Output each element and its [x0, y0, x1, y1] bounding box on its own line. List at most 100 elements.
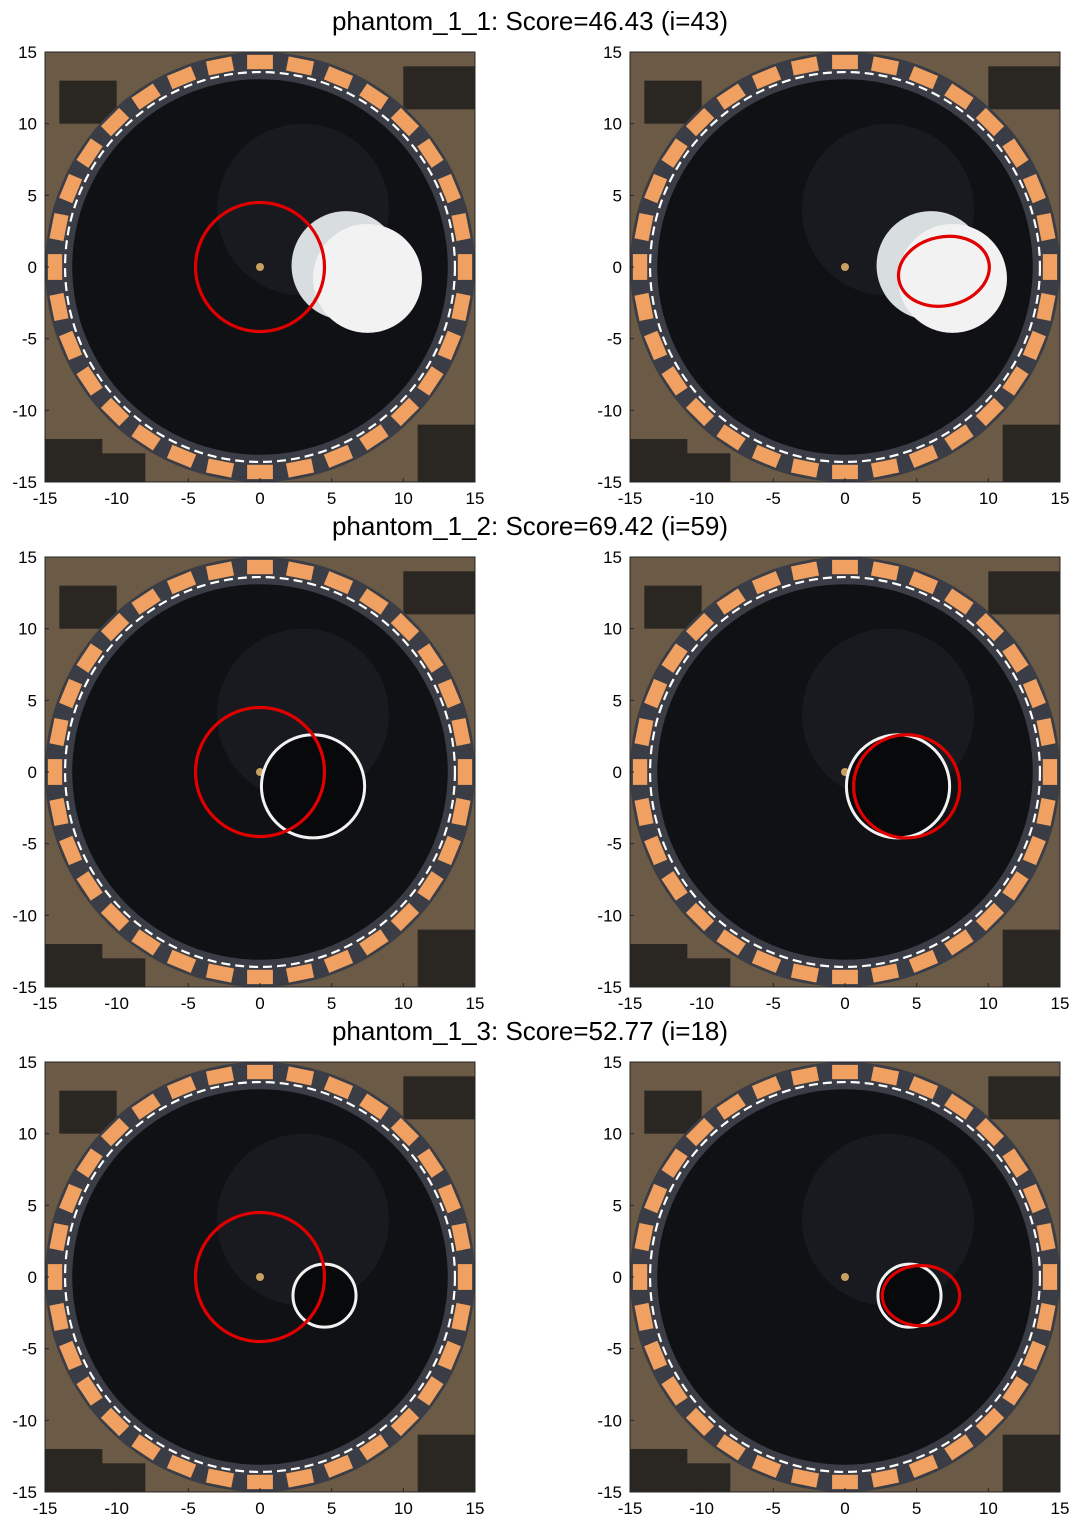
- y-tick-label: 0: [28, 258, 37, 277]
- x-tick-label: -5: [181, 1499, 196, 1518]
- equipment-block: [988, 571, 1060, 614]
- x-tick-label: 15: [466, 1499, 485, 1518]
- panel-r3-right: [630, 1062, 1060, 1492]
- x-tick-label: 0: [840, 994, 849, 1013]
- y-tick-label: -10: [12, 906, 37, 925]
- y-tick-label: 5: [613, 1196, 622, 1215]
- x-tick-label: -5: [766, 994, 781, 1013]
- equipment-block: [1003, 425, 1060, 482]
- x-tick-label: 0: [840, 1499, 849, 1518]
- y-tick-label: -15: [597, 978, 622, 997]
- electrode-pad: [832, 1065, 858, 1079]
- x-tick-label: 0: [255, 994, 264, 1013]
- electrode-pad: [458, 1264, 472, 1290]
- panel-r2-right: [630, 557, 1060, 987]
- x-tick-label: -10: [689, 1499, 714, 1518]
- panel-r2-left: [45, 557, 475, 987]
- y-tick-label: -10: [12, 401, 37, 420]
- x-tick-label: -10: [104, 1499, 129, 1518]
- target-ring: [846, 735, 949, 838]
- electrode-pad: [1043, 1264, 1057, 1290]
- y-tick-label: 5: [613, 186, 622, 205]
- x-tick-label: -5: [181, 489, 196, 508]
- x-tick-label: 5: [912, 489, 921, 508]
- x-tick-label: 10: [979, 1499, 998, 1518]
- y-tick-label: -15: [12, 978, 37, 997]
- y-tick-label: -15: [12, 473, 37, 492]
- electrode-pad: [247, 1475, 273, 1489]
- x-tick-label: 15: [1051, 489, 1070, 508]
- equipment-block: [1003, 930, 1060, 987]
- x-tick-label: -10: [104, 994, 129, 1013]
- x-tick-label: -10: [104, 489, 129, 508]
- equipment-block: [403, 571, 475, 614]
- equipment-block: [988, 1076, 1060, 1119]
- y-tick-label: 10: [18, 115, 37, 134]
- x-tick-label: 15: [466, 489, 485, 508]
- y-tick-label: -15: [12, 1483, 37, 1502]
- x-tick-label: 0: [255, 489, 264, 508]
- y-tick-label: 15: [18, 548, 37, 567]
- center-marker: [256, 1273, 264, 1281]
- electrode-pad: [48, 1264, 62, 1290]
- electrode-pad: [1043, 759, 1057, 785]
- subplot-title: phantom_1_1: Score=46.43 (i=43): [332, 6, 728, 36]
- electrode-pad: [247, 1065, 273, 1079]
- x-tick-label: 15: [1051, 994, 1070, 1013]
- y-tick-label: -10: [597, 1411, 622, 1430]
- x-tick-label: 5: [327, 1499, 336, 1518]
- subplot-title: phantom_1_3: Score=52.77 (i=18): [332, 1016, 728, 1046]
- equipment-block: [673, 958, 730, 987]
- x-tick-label: -5: [181, 994, 196, 1013]
- y-tick-label: -5: [22, 1340, 37, 1359]
- electrode-pad: [633, 759, 647, 785]
- electrode-pad: [832, 55, 858, 69]
- y-tick-label: 0: [613, 258, 622, 277]
- equipment-block: [418, 425, 475, 482]
- electrode-pad: [832, 970, 858, 984]
- electrode-pad: [832, 560, 858, 574]
- x-tick-label: 10: [394, 1499, 413, 1518]
- x-tick-label: -10: [689, 489, 714, 508]
- x-tick-label: 5: [912, 1499, 921, 1518]
- y-tick-label: -5: [607, 835, 622, 854]
- y-tick-label: 5: [28, 691, 37, 710]
- target-ring: [261, 735, 364, 838]
- y-tick-label: 15: [603, 1053, 622, 1072]
- y-tick-label: -15: [597, 1483, 622, 1502]
- y-tick-label: -10: [12, 1411, 37, 1430]
- panel-r3-left: [45, 1062, 475, 1492]
- y-tick-label: 0: [613, 1268, 622, 1287]
- y-tick-label: 15: [603, 548, 622, 567]
- equipment-block: [403, 66, 475, 109]
- electrode-pad: [247, 560, 273, 574]
- y-tick-label: -10: [597, 906, 622, 925]
- y-tick-label: 15: [603, 43, 622, 62]
- y-tick-label: -10: [597, 401, 622, 420]
- equipment-block: [1003, 1435, 1060, 1492]
- electrode-pad: [633, 1264, 647, 1290]
- x-tick-label: 0: [840, 489, 849, 508]
- y-tick-label: 15: [18, 1053, 37, 1072]
- electrode-pad: [633, 254, 647, 280]
- electrode-pad: [458, 759, 472, 785]
- x-tick-label: 5: [327, 994, 336, 1013]
- x-tick-label: 15: [1051, 1499, 1070, 1518]
- x-tick-label: 0: [255, 1499, 264, 1518]
- electrode-pad: [247, 55, 273, 69]
- y-tick-label: -5: [607, 1340, 622, 1359]
- electrode-pad: [247, 970, 273, 984]
- y-tick-label: 5: [28, 1196, 37, 1215]
- equipment-block: [418, 1435, 475, 1492]
- electrode-pad: [1043, 254, 1057, 280]
- y-tick-label: -5: [607, 330, 622, 349]
- x-tick-label: -5: [766, 489, 781, 508]
- x-tick-label: -10: [689, 994, 714, 1013]
- center-marker: [841, 1273, 849, 1281]
- y-tick-label: 10: [603, 1125, 622, 1144]
- target-disk: [313, 224, 422, 333]
- x-tick-label: 10: [979, 994, 998, 1013]
- y-tick-label: 15: [18, 43, 37, 62]
- y-tick-label: -5: [22, 835, 37, 854]
- panel-r1-right: [630, 52, 1060, 482]
